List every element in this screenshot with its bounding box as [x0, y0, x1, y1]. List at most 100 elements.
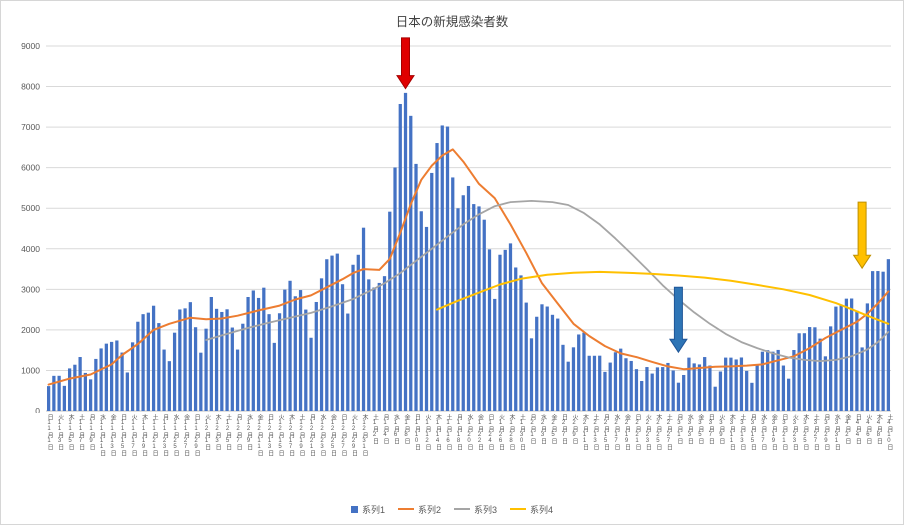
legend-item-series3[interactable]: 系列3: [454, 503, 497, 516]
bar-series1: [624, 358, 628, 411]
yellow-down-arrow[interactable]: [852, 201, 872, 270]
x-tick-label: 土11月7日: [77, 414, 84, 450]
bar-series1: [529, 338, 534, 411]
line-swatch-icon: [454, 508, 470, 510]
blue-down-arrow[interactable]: [668, 286, 688, 354]
red-down-arrow[interactable]: [396, 37, 415, 90]
bar-series1: [508, 243, 513, 411]
x-tick-label: 土3月13日: [738, 414, 745, 450]
bar-series1: [760, 351, 765, 411]
x-tick-label: 火1月12日: [424, 414, 430, 450]
bar-series1: [461, 195, 465, 411]
x-tick-label: 金3月5日: [696, 414, 703, 444]
bar-series1: [57, 375, 61, 411]
bar-series1: [655, 367, 660, 411]
bar-series1: [188, 302, 192, 411]
bar-series1: [477, 206, 481, 411]
bar-series1: [750, 382, 754, 411]
bar-series1: [262, 287, 266, 411]
line-series2: [47, 148, 890, 386]
bar-series1: [482, 219, 486, 411]
x-tick-label: 土1月2日: [371, 414, 378, 444]
bar-series1: [178, 309, 182, 411]
bar-series1: [582, 332, 586, 411]
line-series4: [436, 270, 890, 325]
bar-series1: [503, 249, 507, 411]
bar-series1: [99, 348, 103, 411]
x-tick-label: 火3月23日: [791, 414, 798, 450]
legend: 系列1 系列2 系列3 系列4: [1, 501, 903, 517]
bar-series1: [335, 253, 339, 411]
x-tick-label: 水12月23日: [319, 414, 325, 456]
bar-series1: [661, 367, 665, 411]
bar-series1: [172, 332, 177, 411]
bar-series1: [298, 290, 303, 411]
bar-series1: [146, 312, 150, 411]
x-tick-label: 火1月26日: [497, 414, 504, 450]
legend-label: 系列1: [361, 504, 385, 515]
bar-series1: [157, 323, 161, 411]
x-tick-label: 水1月6日: [392, 414, 399, 444]
bar-series1: [535, 316, 539, 411]
legend-item-series1[interactable]: 系列1: [350, 503, 385, 516]
bar-series1: [687, 357, 691, 411]
bar-series1: [372, 287, 376, 411]
bar-series1: [871, 271, 875, 411]
bar-series1: [304, 309, 308, 411]
x-tick-label: 木3月11日: [728, 414, 735, 450]
x-tick-label: 火12月1日: [203, 414, 210, 450]
x-tick-label: 水3月17日: [759, 414, 766, 450]
bar-series1: [650, 373, 654, 411]
x-tick-label: 火11月17日: [130, 414, 137, 456]
bar-series1: [104, 343, 108, 411]
x-tick-label: 水2月17日: [613, 414, 619, 450]
bar-series1: [424, 226, 429, 411]
x-tick-label: 木3月25日: [801, 414, 808, 450]
bar-series1: [220, 311, 224, 411]
x-tick-label: 月2月1日: [529, 414, 535, 444]
x-tick-label: 月11月9日: [88, 414, 95, 450]
bar-series1: [808, 327, 812, 411]
x-tick-label: 火2月9日: [571, 414, 577, 444]
x-tick-label: 土12月19日: [298, 414, 304, 456]
x-tick-label: 日2月21日: [634, 414, 640, 450]
bar-series1: [199, 352, 203, 411]
line-series3: [205, 200, 890, 362]
x-tick-label: 日11月1日: [46, 414, 53, 450]
x-tick-label: 日12月27日: [340, 414, 346, 456]
bar-series1: [834, 306, 838, 411]
bar-series1: [766, 350, 770, 411]
bar-series1: [167, 361, 171, 411]
x-axis-labels: 日11月1日 火11月3日 木11月5日 土11月7日 月11月9日 水11月11日 金11…: [1, 414, 903, 498]
bar-series1: [813, 327, 817, 411]
bar-series1: [451, 177, 455, 411]
x-tick-label: 水1月20日: [466, 414, 472, 450]
x-tick-label: 金11月27日: [182, 414, 189, 456]
legend-item-series2[interactable]: 系列2: [397, 503, 441, 516]
bar-series1: [771, 351, 775, 411]
bar-series1: [671, 370, 675, 411]
bar-series1: [571, 347, 576, 411]
bar-series1: [645, 367, 649, 411]
bar-series1: [235, 349, 240, 411]
y-tick-label: 2000: [21, 325, 40, 335]
legend-item-series4[interactable]: 系列4: [510, 503, 553, 516]
bar-series1: [162, 349, 166, 411]
bar-series1: [225, 309, 229, 411]
bar-series1: [781, 365, 786, 411]
x-tick-label: 水11月25日: [172, 414, 179, 456]
y-tick-label: 8000: [21, 82, 40, 92]
bar-series1: [314, 301, 318, 411]
y-tick-label: 4000: [21, 244, 40, 254]
x-tick-label: 火4月6日: [864, 414, 871, 444]
x-tick-label: 木12月17日: [287, 414, 294, 456]
bar-series1: [52, 375, 56, 411]
bar-series1: [718, 371, 723, 411]
x-tick-label: 金12月11日: [256, 414, 263, 456]
x-tick-label: 木1月28日: [508, 414, 514, 450]
chart-title[interactable]: 日本の新規感染者数: [395, 15, 509, 29]
bar-series1: [472, 204, 476, 411]
x-tick-label: 金11月13日: [109, 414, 116, 456]
x-tick-label: 日4月4日: [854, 414, 861, 444]
